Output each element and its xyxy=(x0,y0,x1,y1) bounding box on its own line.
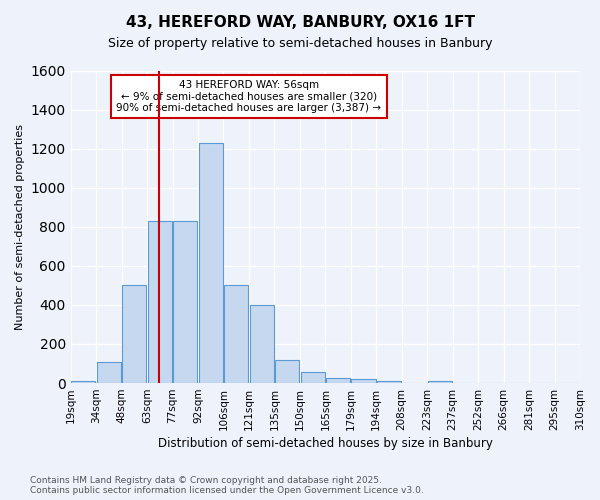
Bar xyxy=(428,381,452,383)
Bar xyxy=(250,305,274,383)
Bar xyxy=(122,286,146,383)
X-axis label: Distribution of semi-detached houses by size in Banbury: Distribution of semi-detached houses by … xyxy=(158,437,493,450)
Bar xyxy=(326,378,350,383)
Bar xyxy=(148,221,172,383)
Y-axis label: Number of semi-detached properties: Number of semi-detached properties xyxy=(15,124,25,330)
Text: 43, HEREFORD WAY, BANBURY, OX16 1FT: 43, HEREFORD WAY, BANBURY, OX16 1FT xyxy=(125,15,475,30)
Bar xyxy=(71,381,95,383)
Bar xyxy=(224,286,248,383)
Bar xyxy=(173,221,197,383)
Text: Size of property relative to semi-detached houses in Banbury: Size of property relative to semi-detach… xyxy=(108,38,492,51)
Text: 43 HEREFORD WAY: 56sqm
← 9% of semi-detached houses are smaller (320)
90% of sem: 43 HEREFORD WAY: 56sqm ← 9% of semi-deta… xyxy=(116,80,382,113)
Bar xyxy=(97,362,121,383)
Text: Contains HM Land Registry data © Crown copyright and database right 2025.
Contai: Contains HM Land Registry data © Crown c… xyxy=(30,476,424,495)
Bar xyxy=(199,143,223,383)
Bar xyxy=(377,381,401,383)
Bar xyxy=(352,379,376,383)
Bar xyxy=(275,360,299,383)
Bar xyxy=(301,372,325,383)
